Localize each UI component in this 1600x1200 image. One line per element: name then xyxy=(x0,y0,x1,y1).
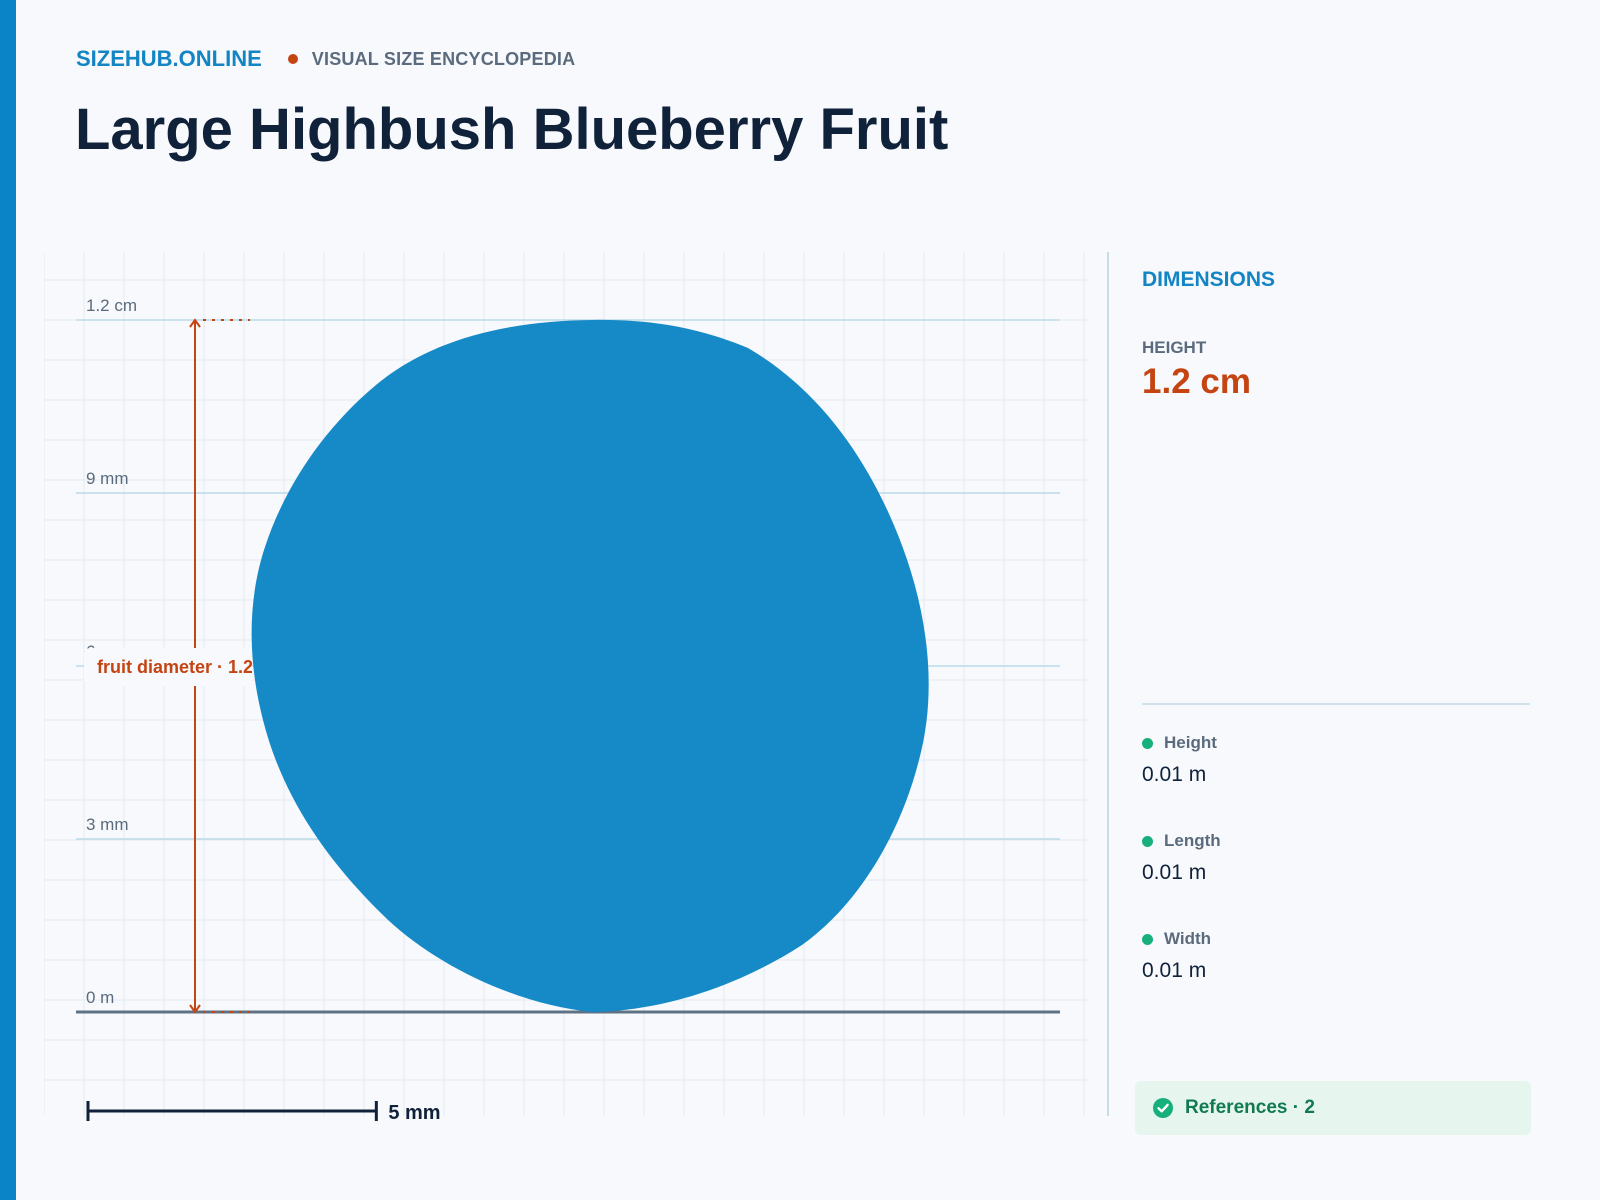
measure-pill-text: fruit diameter · 1.2 cm xyxy=(97,657,284,677)
panel-divider xyxy=(1107,252,1109,1116)
primary-metric-value: 1.2 cm xyxy=(1142,362,1251,401)
dot-icon xyxy=(1142,737,1153,749)
dimension-name: Length xyxy=(1164,831,1221,850)
scale-bar: 5 mm xyxy=(86,1101,441,1124)
dimension-value: 0.01 m xyxy=(1142,861,1207,884)
arrow-down-icon xyxy=(189,1004,201,1014)
dot-icon xyxy=(1142,835,1153,847)
dimensions-heading: DIMENSIONS xyxy=(1142,268,1276,291)
brand-row: SIZEHUB.ONLINE VISUAL SIZE ENCYCLOPEDIA xyxy=(76,46,575,72)
measure-pill-bg xyxy=(84,648,252,686)
size-diagram: 1.2 cm9 mm6 mm3 mm0 m fruit diameter · 1… xyxy=(44,252,1089,1124)
site-logo-text[interactable]: SIZEHUB.ONLINE xyxy=(76,46,262,71)
dot-icon xyxy=(1142,933,1153,945)
dimension-width: Width 0.01 m xyxy=(1142,929,1211,983)
references-button[interactable]: References · 2 xyxy=(1135,1081,1531,1135)
dimension-name: Width xyxy=(1164,929,1212,948)
gridline-label: 9 mm xyxy=(86,469,129,488)
measurement-label: fruit diameter · 1.2 cm xyxy=(84,648,284,686)
arrow-up-icon xyxy=(189,318,201,328)
dimension-value: 0.01 m xyxy=(1142,763,1207,786)
primary-metric-label: HEIGHT xyxy=(1142,338,1207,357)
gridline-label: 1.2 cm xyxy=(86,296,137,315)
page-title: Large Highbush Blueberry Fruit xyxy=(75,97,949,162)
blueberry-silhouette xyxy=(251,319,929,1012)
site-tagline: VISUAL SIZE ENCYCLOPEDIA xyxy=(311,48,576,69)
separator-dot-icon xyxy=(287,54,298,64)
panel-separator xyxy=(1142,703,1530,705)
references-label: References · 2 xyxy=(1185,1097,1315,1118)
dimension-name: Height xyxy=(1164,733,1217,752)
dimension-value: 0.01 m xyxy=(1142,959,1207,982)
gridline-label: 3 mm xyxy=(86,815,129,834)
dimension-height: Height 0.01 m xyxy=(1142,733,1217,787)
scale-bar-label: 5 mm xyxy=(388,1102,440,1124)
gridline-label: 0 m xyxy=(86,988,114,1007)
check-circle-icon xyxy=(1153,1098,1173,1118)
accent-bar xyxy=(0,0,16,1200)
dimension-length: Length 0.01 m xyxy=(1142,831,1221,885)
